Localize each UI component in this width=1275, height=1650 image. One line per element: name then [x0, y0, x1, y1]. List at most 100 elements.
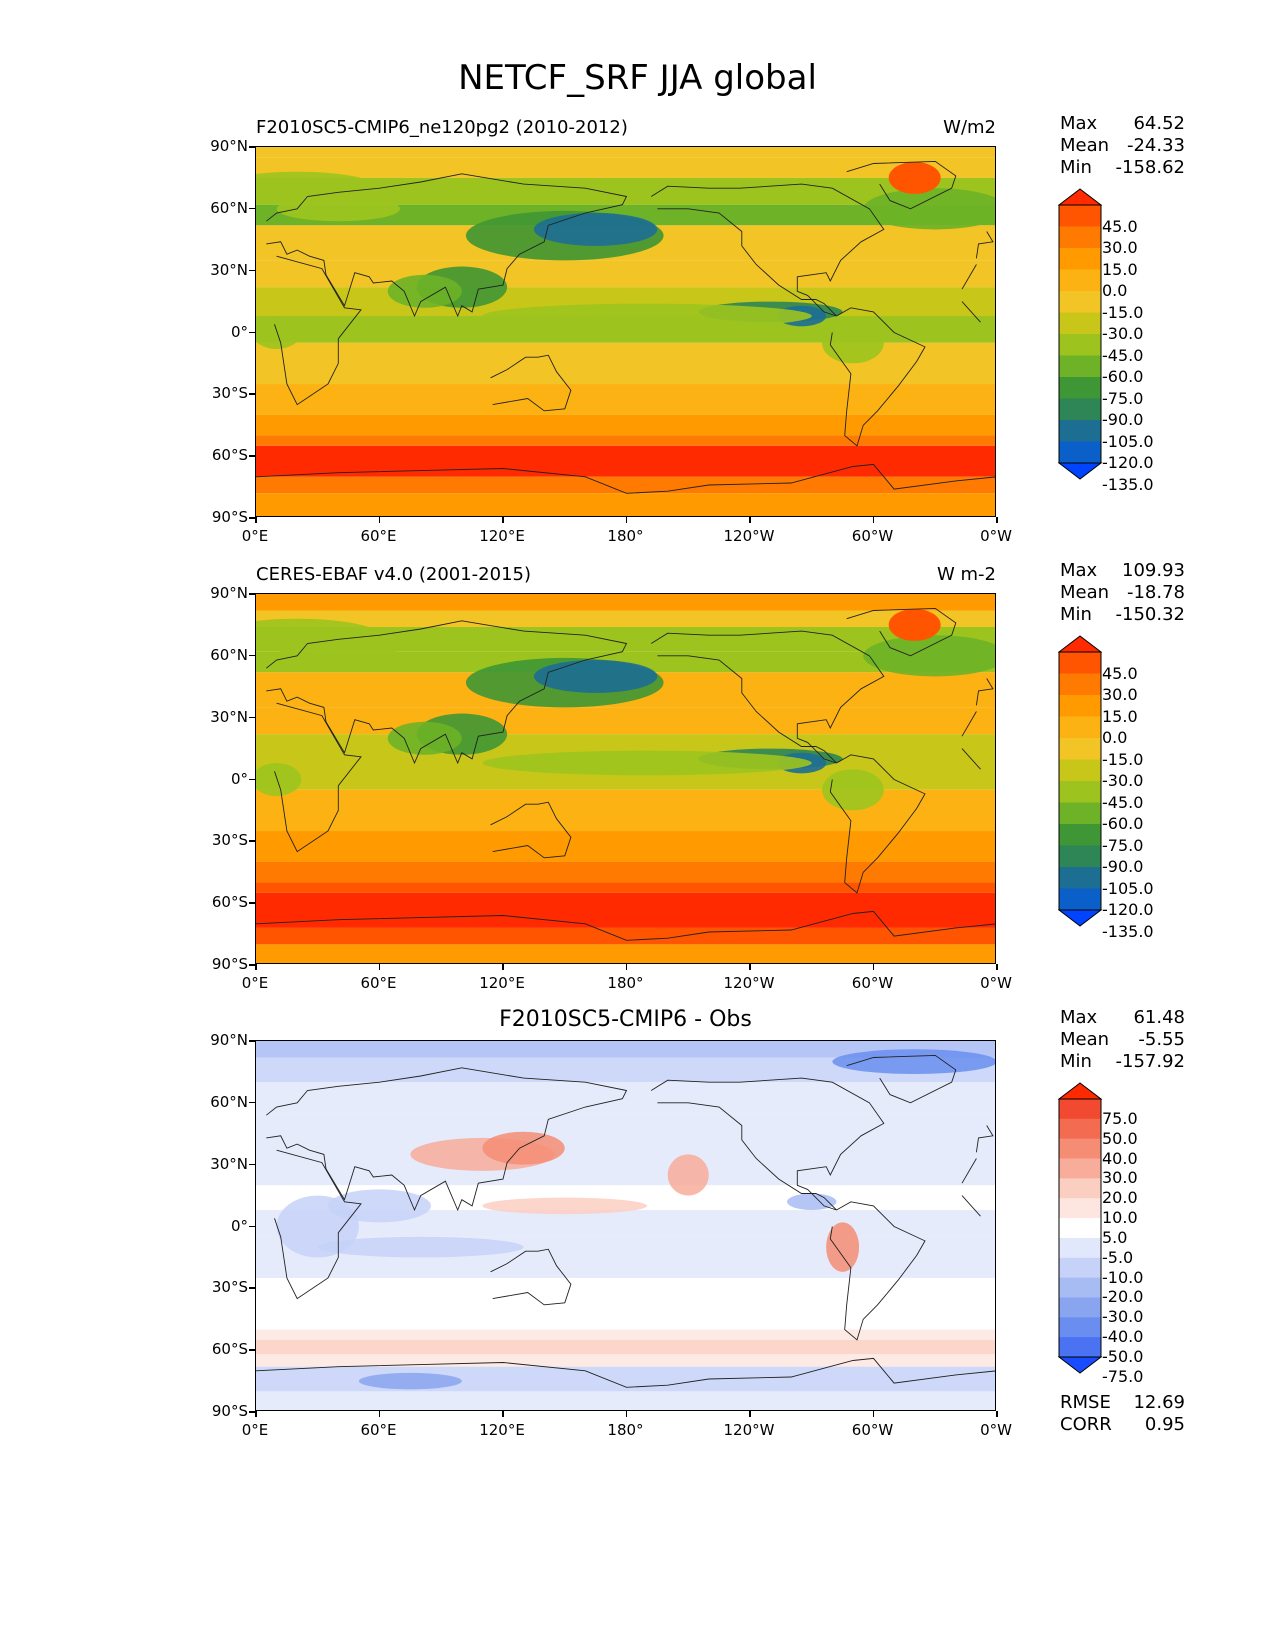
lat-tick — [249, 1287, 255, 1289]
colorbar-label: 10.0 — [1102, 1208, 1138, 1228]
lon-tick-label: 180° — [607, 1421, 644, 1439]
colorbar-segment — [1059, 312, 1101, 335]
lon-tick — [872, 964, 874, 970]
colorbar-label: -60.0 — [1102, 814, 1144, 833]
lat-tick-label: 60°N — [210, 645, 248, 664]
lon-tick — [749, 964, 751, 970]
samerica-coastline — [829, 307, 926, 447]
colorbar-segment — [1059, 1198, 1101, 1219]
lon-tick — [996, 1411, 998, 1417]
colorbar-label: 45.0 — [1102, 216, 1138, 236]
colorbar-label: -75.0 — [1102, 1366, 1144, 1386]
lat-tick-label: 0° — [230, 769, 248, 788]
stat-value: -5.55 — [1138, 1029, 1185, 1050]
stat-value: 109.93 — [1122, 560, 1185, 581]
stat-mean: Mean -5.55 — [1060, 1029, 1185, 1051]
lon-tick-label: 120°E — [479, 1421, 525, 1439]
stat-label: Max — [1060, 560, 1098, 581]
greenland-coastline — [846, 160, 957, 210]
colorbar-segment — [1059, 420, 1101, 442]
colorbar-segment — [1059, 802, 1101, 825]
lat-tick-label: 60°N — [210, 198, 248, 217]
lat-tick — [249, 331, 255, 333]
colorbar-segment — [1059, 1138, 1101, 1160]
colorbar-label: -120.0 — [1102, 453, 1154, 472]
colorbar-segment — [1059, 824, 1101, 846]
stat-min: Min -150.32 — [1060, 604, 1185, 626]
colorbar-segment — [1059, 759, 1101, 782]
map-plot — [255, 593, 996, 964]
lat-tick — [249, 593, 255, 595]
lat-tick — [249, 654, 255, 657]
map-plot — [255, 1040, 996, 1411]
antarctica-coastline — [256, 910, 995, 941]
colorbar-label: -60.0 — [1102, 367, 1144, 386]
lat-tick-label: 30°S — [211, 1278, 248, 1297]
lat-tick — [249, 207, 255, 210]
map-panel-1: F2010SC5-CMIP6_ne120pg2 (2010-2012) W/m2… — [0, 0, 1275, 545]
colorbar-label: 30.0 — [1102, 685, 1138, 704]
panel-stats: Max 64.52 Mean -24.33 Min -158.62 — [1060, 113, 1185, 179]
lon-tick — [872, 1411, 874, 1417]
greenland-coastline — [846, 607, 957, 657]
lat-tick-label: 90°S — [211, 508, 248, 526]
lon-tick — [625, 517, 627, 523]
colorbar-segment — [1059, 845, 1101, 868]
panel-title-center: F2010SC5-CMIP6 - Obs — [499, 1007, 752, 1032]
lat-tick — [249, 1101, 255, 1104]
lon-tick — [749, 1411, 751, 1417]
colorbar-segment — [1059, 716, 1101, 739]
lat-tick-label: 30°N — [210, 260, 248, 279]
stat-label: Min — [1060, 1051, 1092, 1072]
colorbar-label: 40.0 — [1102, 1148, 1138, 1168]
colorbar-label: -75.0 — [1102, 388, 1144, 408]
stat-corr: CORR 0.95 — [1060, 1414, 1185, 1436]
lat-tick — [249, 1163, 255, 1166]
colorbar-segment — [1059, 738, 1101, 760]
map-panel-2: CERES-EBAF v4.0 (2001-2015) W m-2 Max 109… — [0, 447, 1275, 992]
colorbar-label: -40.0 — [1102, 1327, 1144, 1347]
stat-max: Max 61.48 — [1060, 1007, 1185, 1029]
lon-tick-label: 180° — [607, 974, 644, 992]
colorbar-label: 5.0 — [1102, 1227, 1128, 1247]
colorbar-segment — [1059, 1178, 1101, 1199]
colorbar-label: -50.0 — [1102, 1347, 1144, 1366]
lon-tick-label: 0°W — [980, 527, 1012, 545]
stat-value: -24.33 — [1126, 135, 1185, 156]
lon-tick-label: 120°E — [479, 527, 525, 545]
lon-tick — [502, 1411, 504, 1417]
error-stats: RMSE 12.69 CORR 0.95 — [1060, 1392, 1185, 1436]
colorbar-segment — [1059, 205, 1101, 227]
lon-tick — [996, 517, 998, 523]
colorbar-segment — [1059, 398, 1101, 421]
eurasia-coastline — [266, 620, 994, 765]
stat-label: Mean — [1060, 1029, 1110, 1050]
colorbar-label: -30.0 — [1102, 771, 1144, 790]
lat-tick — [249, 1225, 255, 1227]
greenland-coastline — [846, 1054, 957, 1104]
colorbar-label: 50.0 — [1102, 1128, 1138, 1148]
lon-tick — [378, 1411, 380, 1417]
lat-tick — [249, 716, 255, 719]
lat-tick-label: 90°S — [211, 1402, 248, 1420]
africa-coastline — [274, 1149, 981, 1300]
colorbar-label: -30.0 — [1102, 324, 1144, 343]
colorbar-label: -120.0 — [1102, 900, 1154, 919]
stat-value: 64.52 — [1133, 113, 1185, 134]
colorbar-label: 30.0 — [1102, 238, 1138, 257]
colorbar-extend-min — [1057, 1356, 1103, 1374]
lon-tick — [502, 517, 504, 523]
colorbar-segment — [1059, 1099, 1101, 1120]
stat-value: 0.95 — [1144, 1414, 1185, 1435]
lat-tick — [249, 840, 255, 842]
namerica-coastline — [650, 630, 885, 764]
panel-units: W/m2 — [943, 117, 996, 138]
colorbar-extend-max — [1057, 1082, 1103, 1100]
panel-stats: Max 61.48 Mean -5.55 Min -157.92 — [1060, 1007, 1185, 1073]
stat-label: RMSE — [1060, 1392, 1111, 1413]
colorbar-segment — [1059, 652, 1101, 674]
lon-tick-label: 0°E — [241, 1421, 269, 1439]
stat-label: Min — [1060, 157, 1092, 178]
stat-value: -157.92 — [1115, 1051, 1185, 1072]
lon-tick-label: 120°W — [723, 527, 775, 545]
